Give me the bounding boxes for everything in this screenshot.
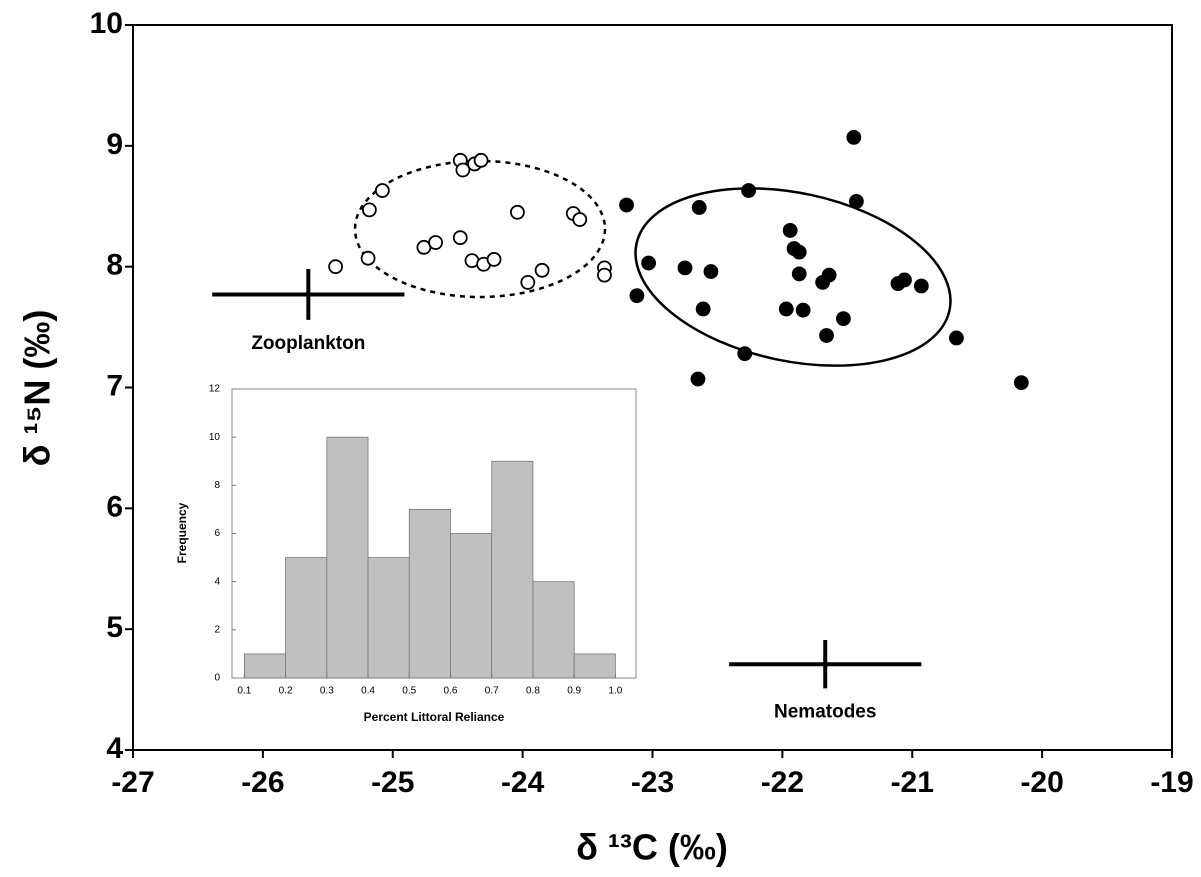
y-tick-label: 8 (214, 480, 220, 491)
point (641, 255, 657, 271)
bar (408, 509, 451, 679)
x-tick-label: -24 (501, 766, 545, 799)
point (629, 288, 645, 304)
x-tick-label: -25 (371, 766, 414, 799)
bar (450, 533, 493, 679)
point (791, 244, 807, 260)
x-tick-label: -23 (631, 766, 674, 799)
group-ellipse (353, 159, 607, 299)
point (795, 302, 811, 318)
point (572, 212, 588, 227)
x-tick-label: 0.5 (402, 686, 416, 697)
point (520, 274, 536, 290)
y-tick-label: 0 (214, 673, 220, 684)
point (619, 197, 634, 213)
x-tick-label: -20 (1020, 766, 1063, 799)
inset-x-axis-title: Percent Littoral Reliance (364, 710, 505, 724)
y-tick-label: 5 (106, 611, 123, 644)
point (913, 278, 929, 294)
bar (243, 653, 286, 679)
point (691, 200, 707, 215)
y-tick-label: 7 (106, 369, 123, 402)
point (782, 223, 798, 238)
y-tick-label: 10 (209, 432, 221, 443)
point (534, 262, 550, 278)
point (778, 301, 794, 317)
y-tick-label: 4 (214, 576, 220, 587)
point (791, 266, 807, 282)
bar (326, 436, 369, 679)
point (328, 259, 344, 275)
y-tick-label: 6 (214, 528, 220, 539)
point (473, 152, 489, 168)
point (846, 129, 862, 145)
y-tick-label: 9 (106, 128, 123, 161)
x-tick-label: -21 (891, 766, 934, 799)
bar (285, 557, 328, 679)
bar (532, 581, 575, 679)
x-tick-label: 0.2 (279, 686, 293, 697)
point (819, 328, 834, 343)
point (677, 260, 693, 276)
x-tick-label: -27 (111, 766, 154, 799)
point (737, 346, 753, 362)
point (897, 272, 912, 288)
y-tick-label: 12 (209, 384, 221, 395)
point (695, 301, 711, 317)
point (374, 183, 390, 198)
point (360, 250, 376, 266)
point (428, 235, 444, 250)
x-tick-label: 1.0 (608, 686, 622, 697)
point (741, 183, 757, 198)
point (486, 252, 502, 267)
point (361, 202, 377, 218)
error-bar-label: Nematodes (774, 701, 876, 722)
bar (573, 653, 616, 679)
bar (491, 460, 534, 679)
group-ellipse (634, 187, 952, 367)
x-tick-label: -22 (761, 766, 804, 799)
x-axis-title: δ ¹³C (‰) (576, 827, 728, 868)
y-tick-label: 8 (106, 249, 123, 282)
x-tick-label: 0.9 (567, 686, 581, 697)
y-tick-label: 10 (90, 7, 123, 40)
y-tick-label: 4 (106, 732, 123, 765)
x-tick-label: -19 (1150, 766, 1193, 799)
bar (367, 557, 410, 679)
point (452, 230, 468, 246)
point (1013, 375, 1029, 391)
point (455, 162, 471, 178)
error-bar-label: Zooplankton (251, 333, 365, 354)
y-axis-title: δ ¹⁵N (‰) (17, 310, 58, 467)
point (821, 267, 837, 283)
point (836, 311, 851, 327)
point (703, 264, 719, 279)
x-tick-label: 0.3 (320, 686, 334, 697)
point (597, 267, 612, 283)
inset-y-axis-title: Frequency (175, 502, 189, 563)
x-tick-label: 0.4 (361, 686, 375, 697)
x-tick-label: -26 (241, 766, 284, 799)
x-tick-label: 0.8 (526, 686, 540, 697)
y-tick-label: 6 (106, 490, 123, 523)
x-tick-label: 0.6 (444, 686, 458, 697)
y-tick-label: 2 (214, 624, 220, 635)
point (690, 371, 706, 387)
point (510, 204, 525, 220)
x-tick-label: 0.1 (237, 686, 251, 697)
point (949, 330, 964, 346)
x-tick-label: 0.7 (485, 686, 499, 697)
point (849, 194, 864, 209)
